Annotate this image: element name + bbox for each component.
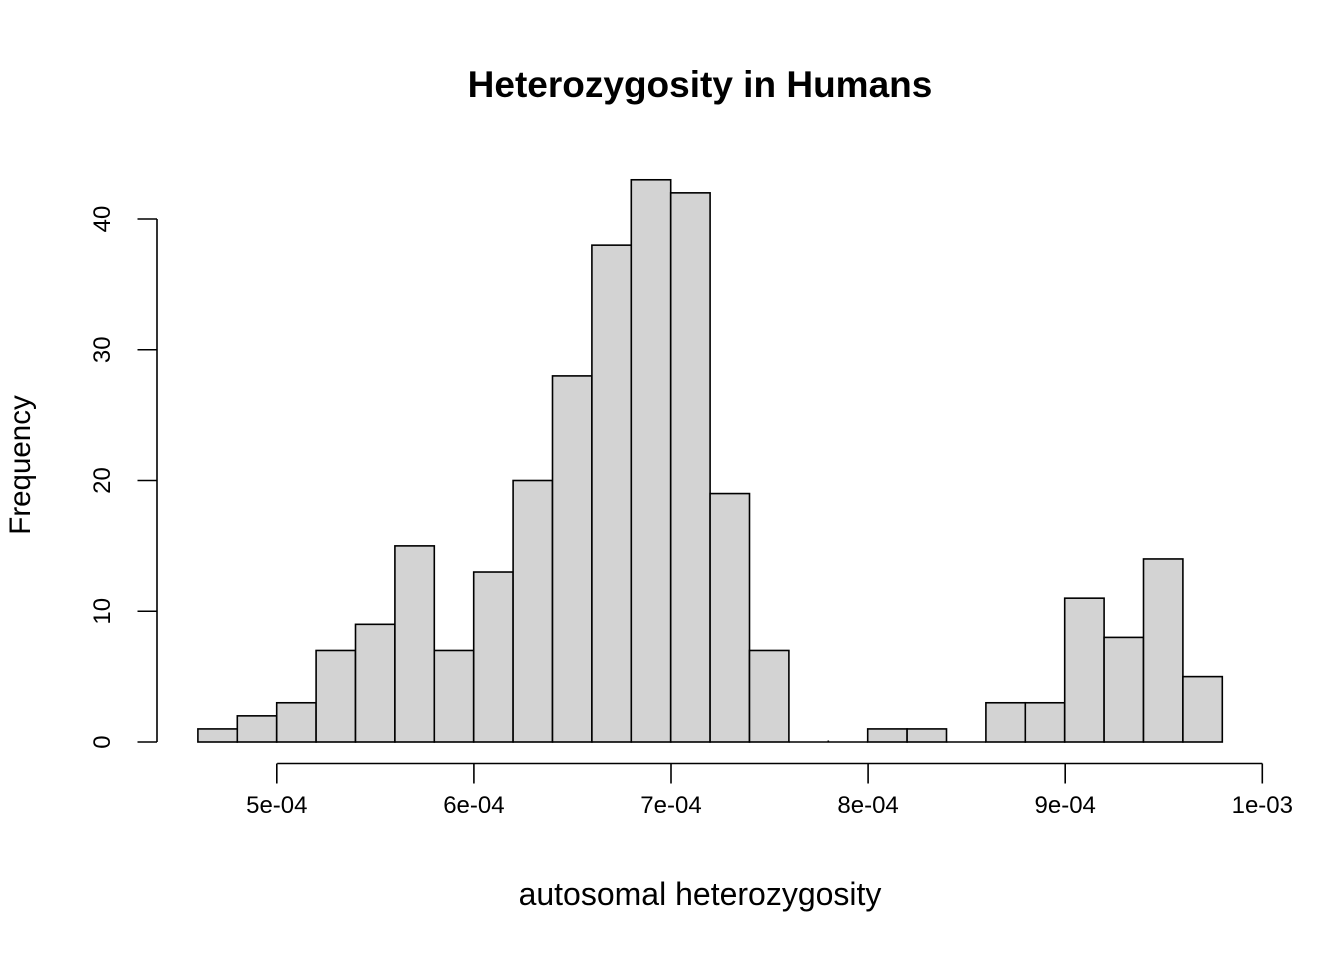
svg-text:Frequency: Frequency xyxy=(4,395,37,535)
svg-text:5e-04: 5e-04 xyxy=(246,792,307,819)
svg-text:8e-04: 8e-04 xyxy=(837,792,898,819)
svg-text:9e-04: 9e-04 xyxy=(1035,792,1096,819)
svg-text:7e-04: 7e-04 xyxy=(640,792,701,819)
svg-text:6e-04: 6e-04 xyxy=(443,792,504,819)
svg-text:30: 30 xyxy=(89,336,116,363)
svg-text:autosomal heterozygosity: autosomal heterozygosity xyxy=(519,876,882,912)
svg-text:Heterozygosity in Humans: Heterozygosity in Humans xyxy=(468,64,933,105)
svg-text:1e-03: 1e-03 xyxy=(1232,792,1293,819)
svg-text:20: 20 xyxy=(89,467,116,494)
svg-text:10: 10 xyxy=(89,598,116,625)
svg-text:0: 0 xyxy=(89,735,116,748)
svg-text:40: 40 xyxy=(89,206,116,233)
